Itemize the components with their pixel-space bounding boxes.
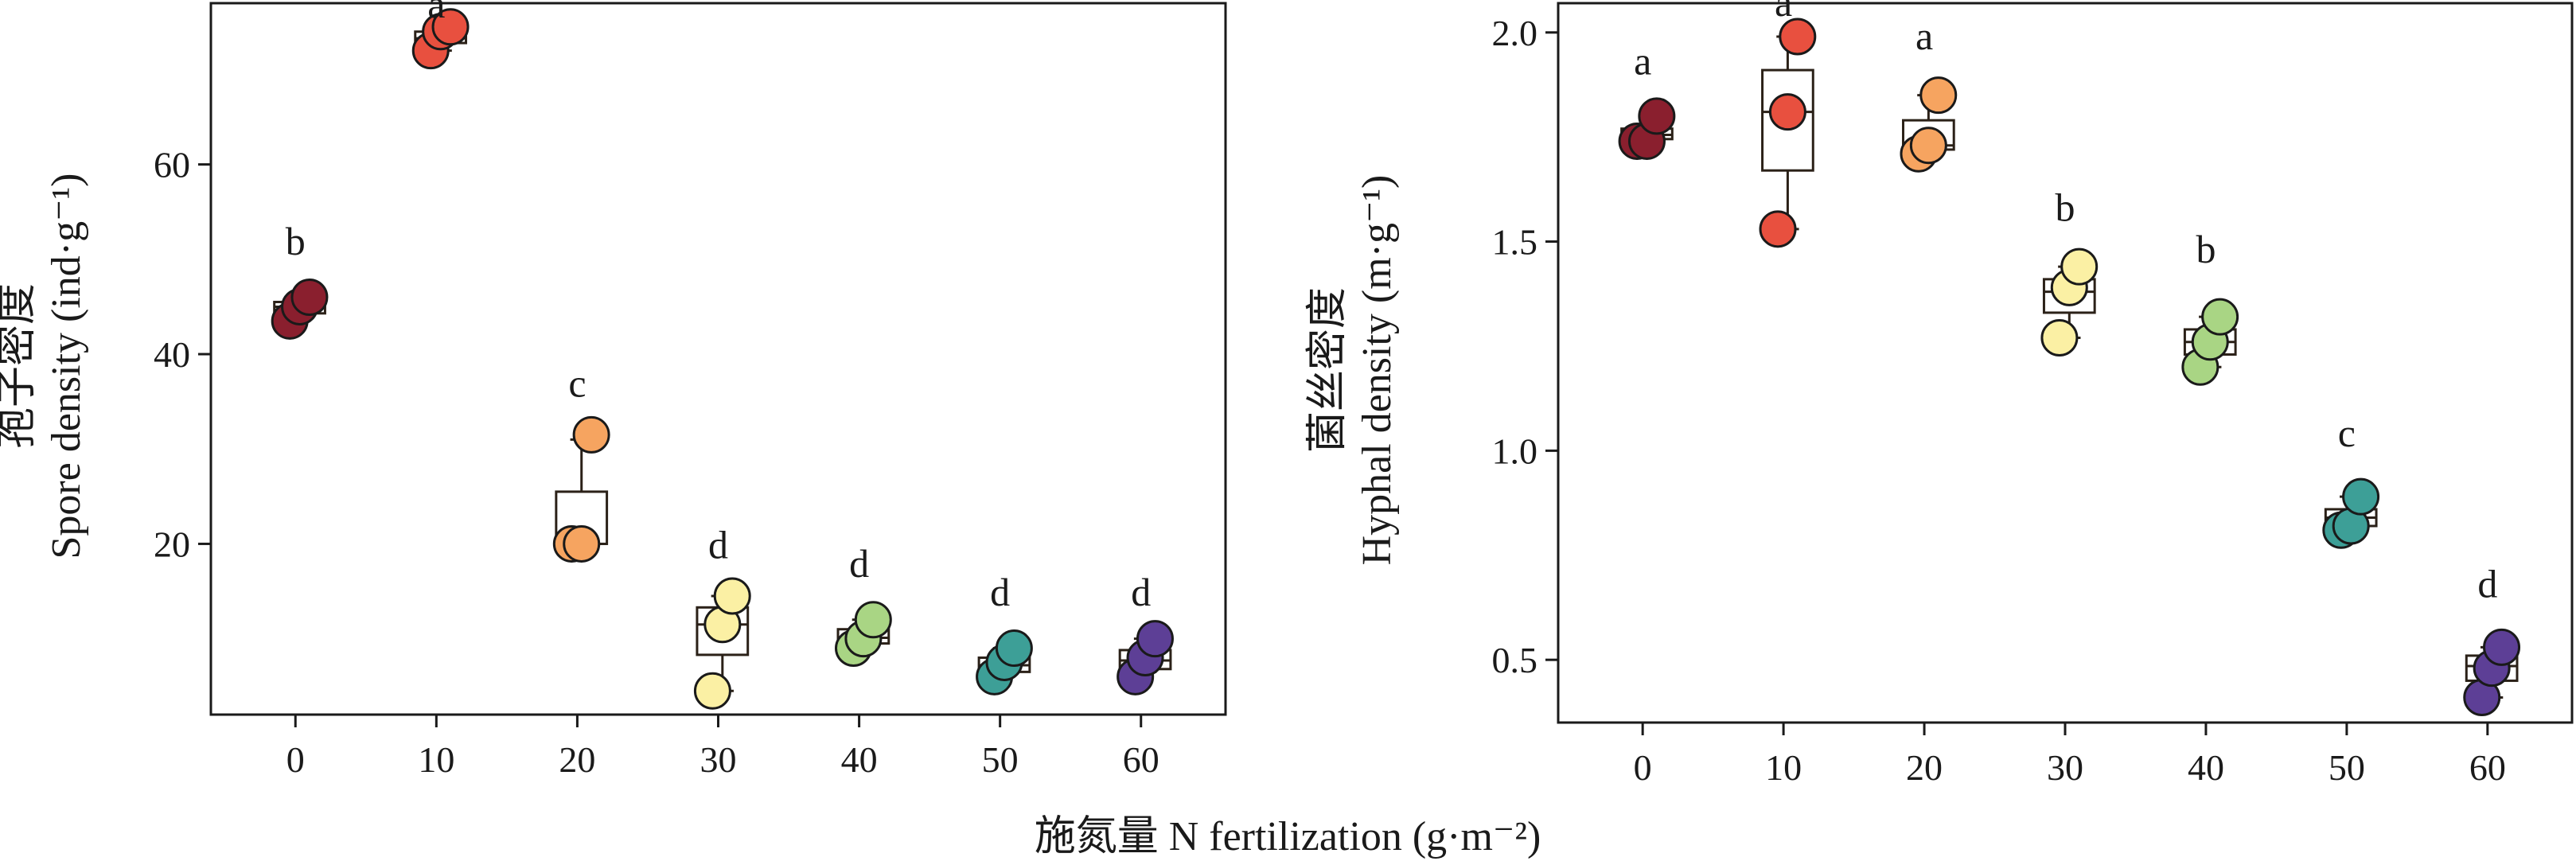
- plot-frame: [1557, 2, 2574, 724]
- data-point: [854, 601, 892, 639]
- y-axis-title-cn: 菌丝密度: [1305, 287, 1350, 453]
- y-tick-label: 20: [154, 524, 190, 564]
- hyphal-density-panel: 0.5 1.0 1.5 2.0 0 10 20 30 40 50 60 菌丝密度 Hyphal dens…: [1305, 0, 2574, 788]
- data-point: [2060, 247, 2099, 286]
- significance-letter: d: [1131, 570, 1151, 614]
- x-tick-label: 10: [418, 739, 454, 780]
- significance-letter: a: [1634, 38, 1651, 83]
- y-tick-label: 0.5: [1492, 640, 1538, 680]
- data-point: [1909, 127, 1947, 165]
- data-point: [1768, 93, 1806, 131]
- data-point: [290, 279, 329, 317]
- x-tick-label: 50: [982, 739, 1019, 780]
- data-point: [431, 8, 470, 46]
- y-axis-title-cn: 孢子密度: [0, 283, 40, 449]
- y-tick-label: 1.5: [1492, 222, 1538, 263]
- data-point: [995, 629, 1033, 668]
- data-point: [1136, 620, 1174, 658]
- x-tick-label: 30: [2047, 747, 2083, 788]
- significance-letter: a: [427, 0, 445, 26]
- x-tick-label: 20: [1906, 747, 1943, 788]
- data-point: [1919, 76, 1958, 115]
- x-tick-label: 10: [1765, 747, 1802, 788]
- x-tick-label: 20: [559, 739, 595, 780]
- significance-letter: a: [1915, 14, 1933, 58]
- data-point: [713, 577, 751, 615]
- significance-letter: a: [1775, 0, 1792, 25]
- data-point: [1759, 210, 1797, 248]
- data-point: [2040, 318, 2079, 357]
- data-point: [1779, 18, 1817, 56]
- data-point: [2483, 628, 2521, 666]
- data-point: [572, 415, 610, 454]
- y-tick-label: 60: [154, 145, 190, 185]
- significance-letter: d: [990, 570, 1010, 614]
- data-point: [693, 672, 731, 710]
- y-tick-label: 1.0: [1492, 431, 1538, 471]
- data-point: [2201, 298, 2239, 336]
- y-tick-label: 2.0: [1492, 13, 1538, 53]
- significance-letter: b: [286, 219, 306, 263]
- significance-letter: c: [2338, 411, 2356, 455]
- data-point: [2342, 477, 2380, 516]
- data-point: [563, 524, 601, 563]
- x-tick-label: 60: [2469, 747, 2506, 788]
- y-axis-title-en: Spore density (ind·g⁻¹): [44, 173, 89, 559]
- significance-letter: d: [708, 522, 728, 567]
- x-tick-label: 40: [841, 739, 878, 780]
- x-axis-title: 施氮量 N fertilization (g·m⁻²): [1035, 814, 1541, 859]
- significance-letter: d: [2477, 561, 2497, 606]
- x-tick-label: 50: [2329, 747, 2365, 788]
- x-tick-label: 30: [700, 739, 737, 780]
- x-tick-label: 60: [1123, 739, 1159, 780]
- data-point: [1638, 97, 1676, 135]
- significance-letter: c: [568, 361, 586, 406]
- x-tick-label: 40: [2188, 747, 2224, 788]
- y-axis-title-en: Hyphal density (m·g⁻¹): [1354, 175, 1400, 566]
- spore-density-panel: 20 40 60 0 10 20 30 40 50 60 孢子密度 Spore density (in…: [0, 0, 1227, 780]
- significance-letter: b: [2056, 185, 2075, 229]
- y-tick-label: 40: [154, 334, 190, 375]
- x-tick-label: 0: [286, 739, 305, 780]
- significance-letter: d: [849, 541, 869, 586]
- significance-letter: b: [2196, 227, 2216, 271]
- x-tick-label: 0: [1634, 747, 1652, 788]
